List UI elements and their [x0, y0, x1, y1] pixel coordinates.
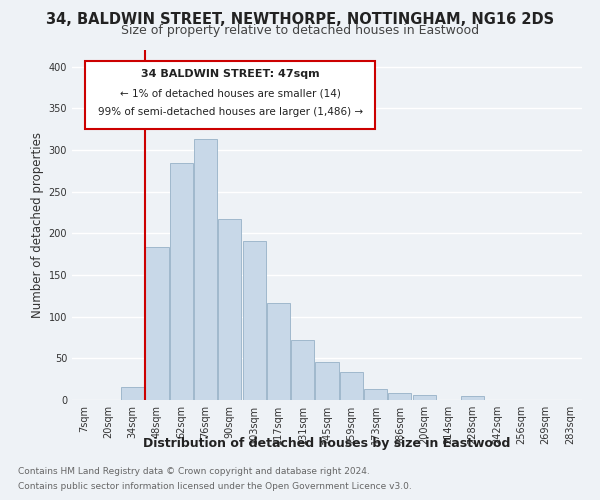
- Text: 99% of semi-detached houses are larger (1,486) →: 99% of semi-detached houses are larger (…: [98, 107, 362, 117]
- Text: 34 BALDWIN STREET: 47sqm: 34 BALDWIN STREET: 47sqm: [141, 68, 319, 78]
- Bar: [364, 389, 387, 400]
- Bar: [218, 219, 241, 400]
- Text: 34, BALDWIN STREET, NEWTHORPE, NOTTINGHAM, NG16 2DS: 34, BALDWIN STREET, NEWTHORPE, NOTTINGHA…: [46, 12, 554, 26]
- Bar: [388, 394, 412, 400]
- Text: Size of property relative to detached houses in Eastwood: Size of property relative to detached ho…: [121, 24, 479, 37]
- Bar: [461, 396, 484, 400]
- Bar: [194, 139, 217, 400]
- Bar: [340, 372, 363, 400]
- Bar: [267, 304, 290, 400]
- Text: Distribution of detached houses by size in Eastwood: Distribution of detached houses by size …: [143, 438, 511, 450]
- FancyBboxPatch shape: [85, 60, 376, 129]
- Bar: [145, 246, 169, 400]
- Bar: [170, 162, 193, 400]
- Bar: [413, 395, 436, 400]
- Text: Contains public sector information licensed under the Open Government Licence v3: Contains public sector information licen…: [18, 482, 412, 491]
- Y-axis label: Number of detached properties: Number of detached properties: [31, 132, 44, 318]
- Text: ← 1% of detached houses are smaller (14): ← 1% of detached houses are smaller (14): [119, 88, 341, 99]
- Bar: [291, 340, 314, 400]
- Text: Contains HM Land Registry data © Crown copyright and database right 2024.: Contains HM Land Registry data © Crown c…: [18, 467, 370, 476]
- Bar: [316, 362, 338, 400]
- Bar: [121, 386, 144, 400]
- Bar: [242, 241, 266, 400]
